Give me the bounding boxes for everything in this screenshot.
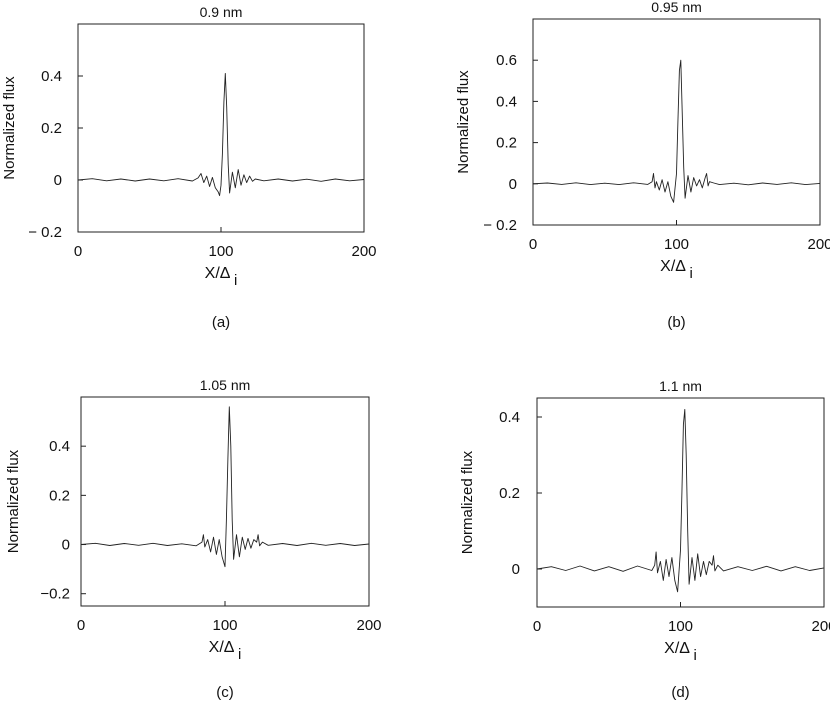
x-axis-label: X/Δ i — [660, 258, 693, 282]
chart-title: 1.1 nm — [659, 378, 702, 394]
x-tick-label: 0 — [74, 243, 82, 260]
x-axis-label: X/Δ i — [205, 265, 238, 289]
chart-title: 0.95 nm — [651, 0, 702, 15]
y-tick-label: 0.2 — [49, 487, 70, 504]
x-tick-label: 100 — [668, 618, 693, 635]
y-tick-label: − 0.2 — [483, 217, 517, 234]
series-line — [532, 59, 821, 203]
y-axis-label: Normalized flux — [1, 76, 18, 180]
panel-1: 0.9 nm 0 100 200 − 0.2 0 0.2 0.4 X/Δ i Normalized… — [1, 4, 377, 331]
y-tick-label: 0 — [509, 176, 517, 193]
x-tick-label: 100 — [664, 236, 689, 253]
y-tick-label: 0.4 — [41, 68, 62, 85]
y-tick-label: 0.2 — [499, 485, 520, 502]
y-tick-label: 0.6 — [496, 52, 517, 69]
x-tick-label: 100 — [212, 617, 237, 634]
plot-frame — [536, 397, 825, 608]
x-axis-label: X/Δ i — [664, 640, 697, 664]
chart-title: 1.05 nm — [200, 377, 251, 393]
x-tick-label: 200 — [811, 618, 830, 635]
x-axis-label: X/Δ i — [209, 639, 242, 663]
plot-frame — [532, 18, 821, 226]
y-axis-label: Normalized flux — [459, 450, 476, 554]
x-tick-label: 0 — [533, 618, 541, 635]
x-tick-label: 0 — [529, 236, 537, 253]
y-tick-label: 0.4 — [49, 438, 70, 455]
panel-caption: (b) — [667, 314, 685, 331]
plot-frame — [77, 23, 365, 233]
y-tick-label: 0 — [54, 172, 62, 189]
panel-3: 1.05 nm 0 100 200 −0.2 0 0.2 0.4 X/Δ i Normalized… — [5, 377, 382, 701]
y-tick-label: − 0.2 — [28, 224, 62, 241]
y-tick-label: −0.2 — [40, 586, 70, 603]
plot-frame — [80, 396, 370, 607]
series-line — [80, 406, 370, 568]
y-tick-label: 0 — [62, 537, 70, 554]
series-line — [77, 72, 365, 197]
panel-4: 1.1 nm 0 100 200 0 0.2 0.4 X/Δ i Normalized flux… — [459, 378, 830, 701]
x-tick-label: 200 — [807, 236, 830, 253]
x-tick-label: 200 — [356, 617, 381, 634]
chart-title: 0.9 nm — [200, 4, 243, 20]
y-tick-label: 0.2 — [41, 120, 62, 137]
x-tick-label: 100 — [208, 243, 233, 260]
y-axis-label: Normalized flux — [5, 449, 22, 553]
y-tick-label: 0.4 — [499, 409, 520, 426]
y-tick-label: 0.2 — [496, 135, 517, 152]
y-tick-label: 0.4 — [496, 93, 517, 110]
panel-2: 0.95 nm 0 100 200 − 0.2 0 0.2 0.4 0.6 X/Δ i Normal… — [455, 0, 830, 331]
panel-caption: (c) — [216, 684, 234, 701]
x-tick-label: 200 — [351, 243, 376, 260]
x-tick-label: 0 — [77, 617, 85, 634]
series-line — [536, 408, 825, 593]
y-axis-label: Normalized flux — [455, 70, 472, 174]
panel-caption: (a) — [212, 314, 230, 331]
panel-caption: (d) — [671, 684, 689, 701]
y-tick-label: 0 — [512, 561, 520, 578]
